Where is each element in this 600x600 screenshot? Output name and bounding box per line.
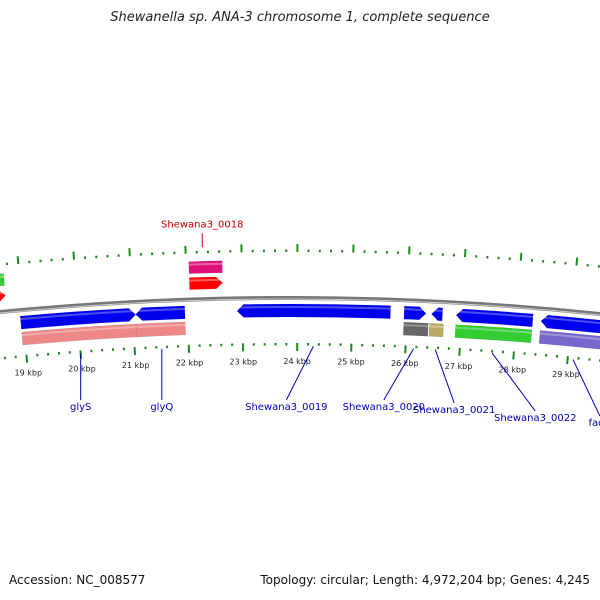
inner-gene-feature (538, 330, 600, 350)
feature-gloss (429, 325, 444, 328)
scale-label: 29 kbp (552, 370, 580, 379)
scale-label: 28 kbp (499, 365, 527, 374)
gene-label: Shewana3_0020 (343, 402, 425, 413)
outer-gene-feature (0, 273, 5, 287)
gene-label: glyQ (150, 402, 173, 413)
feature-gloss (455, 326, 532, 334)
inner-gene-feature (21, 323, 138, 346)
scale-label: 24 kbp (283, 357, 311, 366)
label-leader-line (285, 345, 314, 401)
outer-tick (16, 256, 20, 265)
feature-gloss (403, 324, 429, 328)
scale-labels: 19 kbp 20 kbp 21 kbp 22 kbp 23 kbp 24 kbp 25 k… (15, 357, 580, 379)
gene-features (0, 260, 600, 350)
feature-gloss (135, 307, 185, 312)
label-leader-line (383, 348, 415, 401)
scale-label: 20 kbp (68, 364, 96, 373)
inner-tick (25, 354, 29, 363)
feature-gloss (431, 309, 443, 312)
feature-gloss (0, 291, 6, 294)
scale-label: 27 kbp (445, 362, 473, 371)
outer-tick (72, 251, 76, 260)
gene-label: Shewana3_0018 (161, 219, 243, 230)
inner-tick (512, 351, 515, 360)
label-leader-line (572, 359, 600, 417)
inner-gene-feature (454, 324, 533, 344)
label-leader-line (491, 352, 536, 412)
feature-gloss (21, 325, 137, 337)
accession-text: Accession: NC_008577 (9, 573, 146, 587)
scale-label: 22 kbp (176, 359, 204, 368)
tick-marks (3, 244, 600, 365)
backbone-arc (0, 296, 600, 317)
scale-label: 25 kbp (337, 358, 365, 367)
scale-label: 19 kbp (15, 369, 43, 378)
feature-gloss (189, 278, 223, 282)
inner-tick (566, 355, 569, 365)
feature-gloss (541, 316, 600, 325)
gene-label: Shewana3_0019 (245, 402, 327, 413)
inner-gene-feature (431, 307, 444, 322)
scale-label: 23 kbp (230, 357, 258, 366)
feature-gloss (236, 306, 391, 310)
label-leader-line (434, 349, 455, 404)
inner-gene-feature (135, 305, 186, 321)
inner-gene-feature (455, 308, 534, 328)
feature-gloss (0, 275, 4, 278)
feature-gloss (539, 332, 600, 341)
inner-gene-feature (403, 305, 427, 321)
outer-tick (575, 257, 579, 266)
outer-gene-feature (0, 291, 6, 302)
outer-gene-feature (188, 276, 224, 290)
backbone-line (0, 296, 600, 317)
backbone-highlight (0, 298, 600, 316)
gene-label: glyS (70, 402, 91, 413)
feature-gloss (456, 310, 534, 318)
feature-gloss (404, 308, 427, 312)
inner-gene-feature (135, 321, 186, 338)
gene-label: fadA (588, 418, 600, 429)
inner-gene-feature (403, 321, 429, 337)
genome-stats: Topology: circular; Length: 4,972,204 bp… (260, 573, 590, 587)
gene-labels: Shewana3_0018 glyS glyQ Shewana3_0019 Shewan… (70, 219, 600, 429)
inner-gene-feature (540, 314, 600, 334)
gene-label: Shewana3_0021 (413, 405, 495, 416)
inner-gene-feature (236, 303, 391, 319)
feature-gloss (188, 262, 223, 266)
feature-gloss (136, 323, 186, 328)
outer-gene-feature (188, 260, 223, 274)
map-title: Shewanella sp. ANA-3 chromosome 1, compl… (110, 10, 490, 25)
inner-gene-feature (19, 308, 136, 330)
inner-gene-feature (428, 323, 444, 338)
gene-label: Shewana3_0022 (494, 413, 576, 424)
feature-gloss (20, 309, 136, 321)
outer-tick (519, 252, 523, 261)
scale-label: 21 kbp (122, 361, 150, 370)
